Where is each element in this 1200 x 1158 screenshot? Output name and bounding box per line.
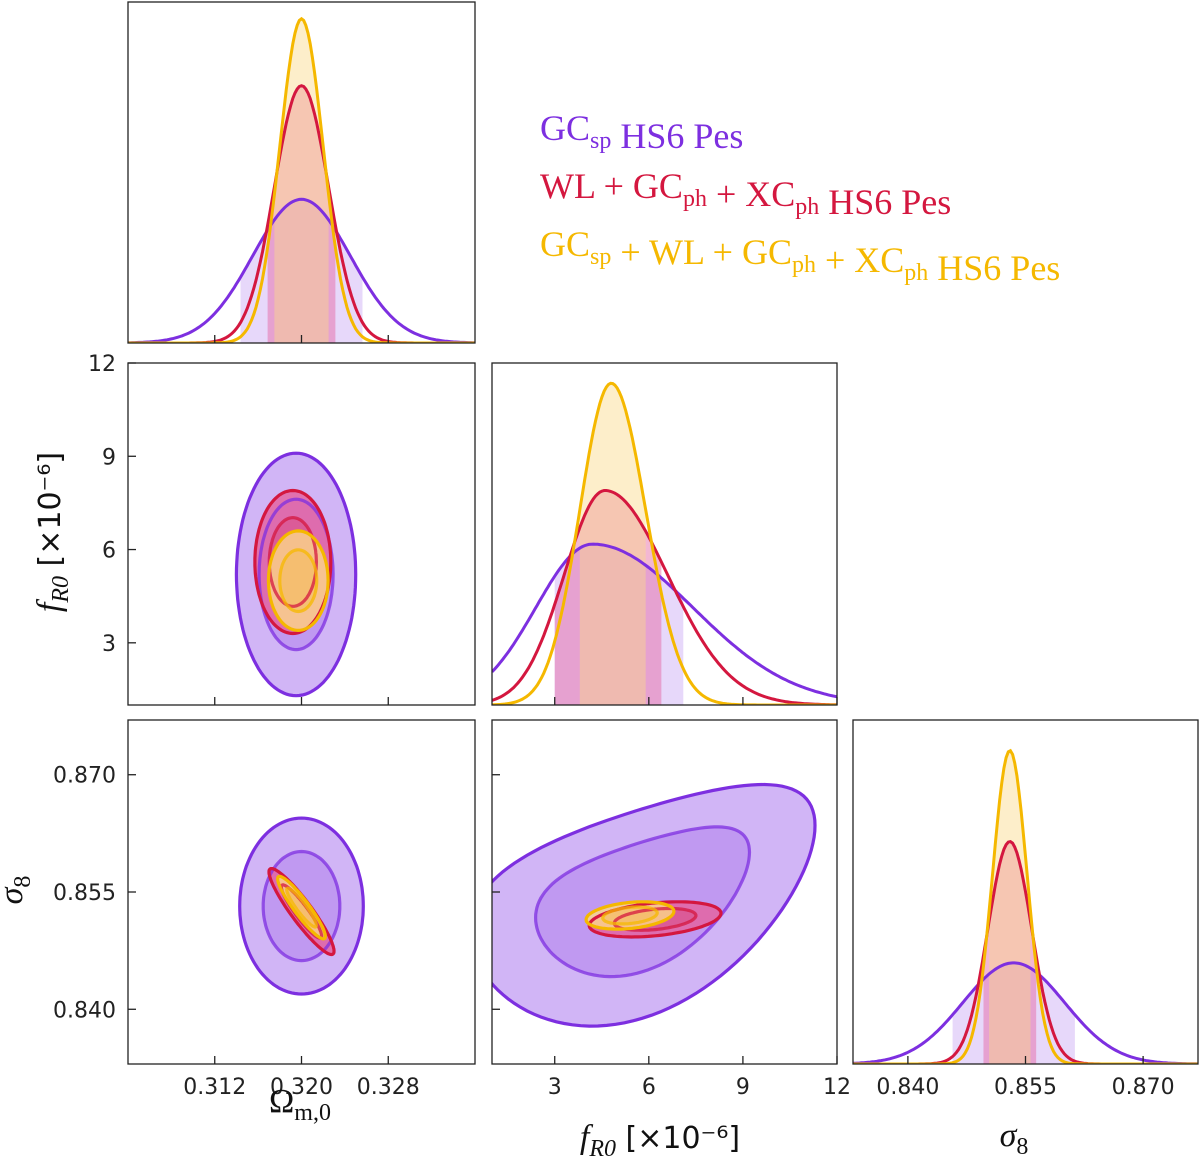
legend-entry-1-sub-1: ph (795, 194, 819, 220)
contour-line-68-fr0_s8-series-2 (601, 905, 659, 926)
omega-label-sub: m,0 (294, 1100, 331, 1126)
curve-1d-om-series-2 (128, 16, 475, 343)
svg-text:σ8: σ8 (1000, 1117, 1029, 1158)
x-tick-label-om-2: 0.328 (357, 1075, 420, 1100)
legend-entry-1-part-2: HS6 Pes (819, 182, 951, 222)
x-tick-label-s8-2: 0.870 (1112, 1075, 1175, 1100)
contour-line-95-om_fr0-series-2 (266, 529, 330, 633)
legend-entry-1-part-0: WL + GC (540, 166, 683, 206)
x-tick-label-fr0-0: 3 (548, 1075, 562, 1100)
band-1d-s8-series-2 (989, 750, 1031, 1064)
curve-1d-fr0-series-1 (492, 489, 837, 705)
fr0-label-unit: [×10⁻⁶] (616, 1121, 740, 1156)
band-1d-fr0-series-1 (554, 490, 662, 705)
legend-entry-1: WL + GCph + XCph HS6 Pes (540, 166, 951, 222)
band-1d-om-series-2 (274, 18, 329, 343)
omega-label-main: Ω (269, 1083, 294, 1120)
svg-text:fR0 [×10⁻⁶]: fR0 [×10⁻⁶] (31, 452, 74, 612)
band-1d-s8-series-1 (983, 841, 1037, 1064)
legend-entry-0: GCsp HS6 Pes (540, 108, 743, 156)
contour-line-95-fr0_s8-series-2 (584, 900, 676, 931)
fr0-y-label-sub: R0 (48, 576, 74, 604)
svg-text:fR0 [×10⁻⁶]: fR0 [×10⁻⁶] (580, 1119, 740, 1158)
contour-line-68-om_fr0-series-2 (278, 548, 319, 614)
contour-line-95-om_fr0-series-0 (234, 451, 358, 698)
curve-1d-om-series-1 (128, 84, 475, 343)
legend-entry-2-part-3: HS6 Pes (928, 248, 1060, 288)
band-1d-s8-series-0 (952, 962, 1075, 1064)
tick-layer: 0.312 0.320 0.328 3 6 9 12 0.840 0.855 0.870 3 6 9 12… (53, 335, 1175, 1100)
x-axis-label-fr0: fR0 [×10⁻⁶] (580, 1119, 740, 1158)
s8-y-label-main: σ (0, 886, 30, 904)
legend-entry-1-sub-0: ph (683, 186, 707, 212)
band-1d-om-series-1 (267, 85, 336, 343)
curve-1d-s8-series-2 (853, 748, 1198, 1064)
legend-entry-2-sub-2: ph (904, 260, 928, 286)
curve-1d-s8-series-0 (853, 961, 1198, 1064)
s8-x-label-sub: 8 (1016, 1134, 1028, 1158)
y-tick-label-s8-2: 0.870 (53, 764, 116, 789)
legend-entry-2-part-0: GC (540, 224, 590, 264)
x-tick-label-fr0-2: 9 (736, 1075, 750, 1100)
x-tick-label-s8-1: 0.855 (994, 1075, 1057, 1100)
contour-line-95-fr0_s8-series-0 (492, 782, 817, 1028)
svg-text:Ωm,0: Ωm,0 (269, 1083, 331, 1126)
legend-entry-1-part-1: + XC (707, 174, 795, 214)
y-axis-label-sigma8: σ8 (0, 876, 36, 905)
fr0-label-sub: R0 (588, 1136, 616, 1158)
contour-fill-95-om_fr0-series-2 (268, 530, 329, 631)
y-axis-label-fr0: fR0 [×10⁻⁶] (31, 452, 74, 612)
x-tick-label-om-0: 0.312 (183, 1075, 246, 1100)
contour-line-68-fr0_s8-series-0 (533, 825, 752, 979)
curve-1d-fr0-series-0 (492, 542, 837, 699)
x-tick-label-fr0-1: 6 (642, 1075, 656, 1100)
legend-entry-2-sub-1: ph (792, 252, 816, 278)
series-line-layer (128, 16, 1198, 1064)
contour-line-68-om_s8-series-0 (261, 849, 342, 963)
band-1d-fr0-series-0 (554, 544, 684, 705)
contour-line-68-om_fr0-series-0 (257, 497, 335, 652)
y-tick-label-fr0-3: 12 (88, 352, 116, 377)
legend-entry-0-part-0: GC (540, 108, 590, 148)
fr0-y-label-unit: [×10⁻⁶] (33, 452, 68, 576)
legend-entry-2-part-2: + XC (816, 240, 904, 280)
y-tick-label-s8-0: 0.840 (53, 998, 116, 1023)
contour-fill-95-om_s8-series-2 (277, 876, 326, 939)
s8-x-label-main: σ (1000, 1117, 1018, 1154)
y-tick-label-fr0-2: 9 (102, 445, 116, 470)
legend-entry-2: GCsp + WL + GCph + XCph HS6 Pes (540, 224, 1060, 288)
legend-entry-2-sub-0: sp (590, 244, 611, 270)
legend-entry-0-part-1: HS6 Pes (611, 116, 743, 156)
panel-fr0-1d (491, 362, 838, 706)
y-tick-label-fr0-1: 6 (102, 539, 116, 564)
x-axis-label-omega: Ωm,0 (269, 1083, 331, 1126)
legend-entry-2-part-1: + WL + GC (611, 232, 792, 272)
y-tick-label-s8-1: 0.855 (53, 881, 116, 906)
s8-y-label-sub: 8 (10, 876, 36, 888)
legend-entry-0-sub-0: sp (590, 128, 611, 154)
contour-line-68-om_s8-series-2 (285, 886, 318, 929)
curve-1d-fr0-series-2 (492, 381, 837, 705)
band-1d-fr0-series-2 (579, 383, 646, 705)
band-1d-om-series-0 (240, 199, 363, 343)
contour-line-95-om_s8-series-0 (238, 816, 365, 996)
contour-fill-68-om_s8-series-2 (286, 888, 317, 927)
curve-1d-om-series-0 (128, 197, 475, 343)
x-tick-label-fr0-3: 12 (823, 1075, 851, 1100)
contour-line-95-om_s8-series-2 (275, 874, 328, 941)
x-tick-label-s8-0: 0.840 (876, 1075, 939, 1100)
x-axis-label-sigma8: σ8 (1000, 1117, 1029, 1158)
svg-text:σ8: σ8 (0, 876, 36, 905)
y-tick-label-fr0-0: 3 (102, 632, 116, 657)
x-tick-label-om-1: 0.320 (270, 1075, 333, 1100)
curve-1d-s8-series-1 (853, 839, 1198, 1064)
